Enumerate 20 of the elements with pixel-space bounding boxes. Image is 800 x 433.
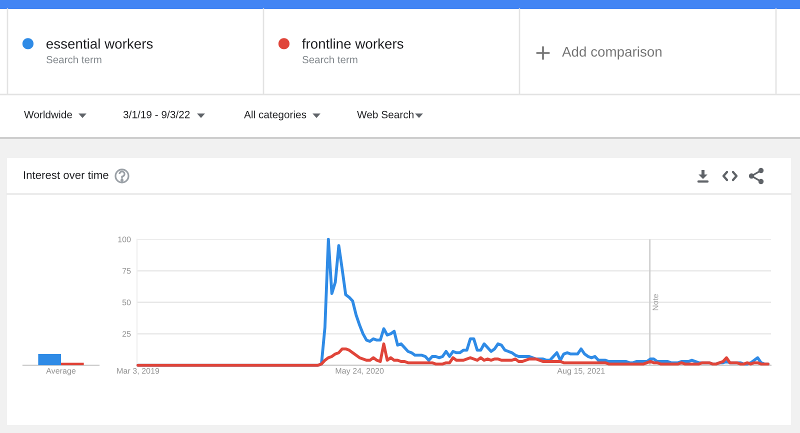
legend-label: frontline workers (302, 38, 404, 49)
text: Web Search (357, 110, 414, 118)
text: Worldwide (24, 110, 72, 118)
line-series (136, 342, 770, 367)
chart-title: Interest over time (24, 170, 108, 179)
y-tick-label: 50 (122, 300, 131, 306)
text: 3/1/19 - 9/3/22 (123, 110, 190, 118)
legend-label: essential workers (46, 38, 153, 49)
x-tick-label: Mar 3, 2019 (117, 368, 160, 375)
text: Search term (302, 56, 358, 64)
y-tick-label: 75 (122, 268, 131, 274)
text: Add comparison (562, 46, 662, 60)
x-tick-label: May 24, 2020 (336, 368, 384, 376)
ref-line-label: Note (652, 294, 658, 310)
text: All categories (244, 110, 306, 120)
x-tick-label: Aug 15, 2021 (557, 368, 605, 376)
y-tick-label: 25 (122, 331, 131, 337)
x-tick-label: Average (46, 368, 76, 376)
y-tick-label: 100 (118, 236, 131, 242)
text: Search term (46, 56, 102, 64)
